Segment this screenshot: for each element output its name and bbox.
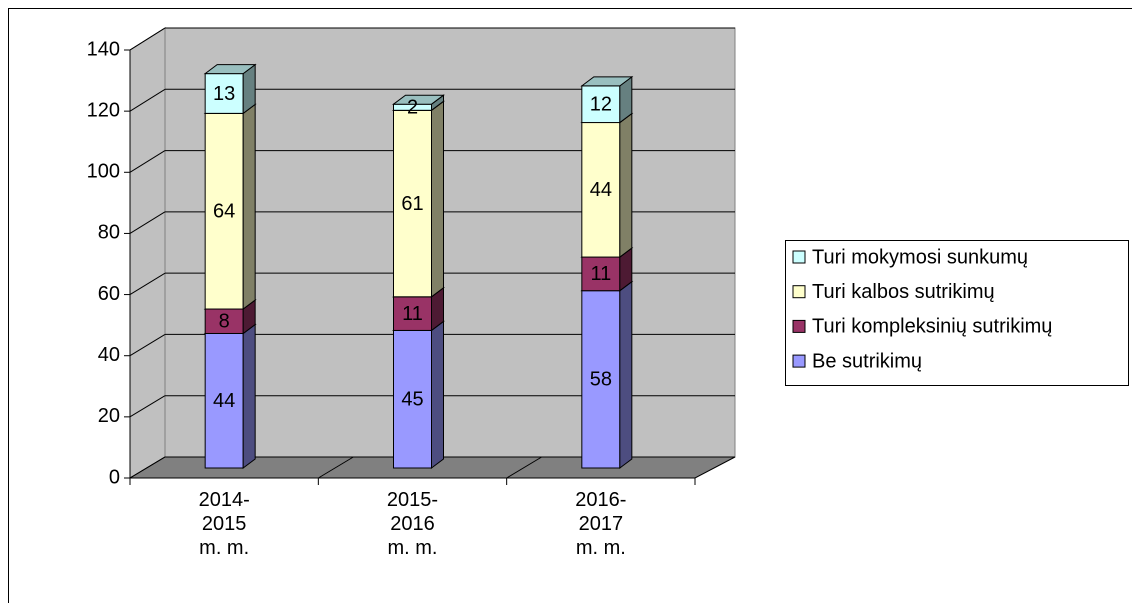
y-tick-label: 40 bbox=[98, 344, 120, 366]
legend-label: Turi kalbos sutrikimų bbox=[812, 281, 995, 303]
y-tick-label: 0 bbox=[109, 466, 120, 488]
bar bbox=[581, 122, 621, 258]
grid-line bbox=[129, 88, 166, 112]
frame bbox=[8, 8, 1132, 603]
bar-top bbox=[203, 64, 257, 75]
value-label: 58 bbox=[590, 369, 612, 391]
grid-line bbox=[129, 272, 166, 295]
y-tick-label: 80 bbox=[98, 222, 120, 244]
x-tick bbox=[129, 456, 166, 479]
value-label: 13 bbox=[213, 83, 235, 105]
x-tick bbox=[318, 456, 354, 479]
bar bbox=[581, 290, 621, 469]
value-label: 11 bbox=[402, 303, 423, 325]
bar-side bbox=[431, 100, 444, 298]
bar bbox=[393, 329, 432, 469]
bar-top bbox=[580, 76, 634, 87]
value-label: 61 bbox=[401, 193, 423, 215]
value-label: 44 bbox=[590, 179, 612, 201]
bar-side bbox=[431, 320, 444, 469]
grid-line bbox=[129, 150, 166, 173]
back-wall bbox=[164, 27, 736, 458]
legend-label: Turi mokymosi sunkumų bbox=[812, 246, 1028, 268]
y-tick-label: 20 bbox=[98, 405, 120, 427]
legend-swatch bbox=[792, 250, 806, 264]
value-label: 2 bbox=[407, 97, 418, 119]
bar bbox=[393, 296, 432, 331]
legend-label: Turi kompleksinių sutrikimų bbox=[812, 316, 1052, 338]
value-label: 12 bbox=[590, 93, 612, 115]
legend-label: Be sutrikimų bbox=[812, 350, 922, 372]
value-label: 8 bbox=[219, 311, 230, 333]
bar bbox=[581, 256, 621, 292]
y-tick-label: 140 bbox=[87, 38, 120, 60]
side-wall bbox=[129, 27, 166, 479]
value-label: 45 bbox=[401, 388, 423, 410]
x-tick-label: 2015-2016 m. m. bbox=[386, 489, 439, 559]
bar-side bbox=[242, 103, 256, 311]
legend bbox=[785, 240, 1129, 386]
legend-swatch bbox=[792, 319, 806, 333]
bar bbox=[393, 109, 432, 298]
y-tick-label: 100 bbox=[87, 161, 120, 183]
bar-side bbox=[619, 280, 633, 469]
bar bbox=[204, 112, 244, 310]
bar-top bbox=[392, 94, 445, 105]
value-label: 44 bbox=[213, 390, 235, 412]
bar-side bbox=[242, 323, 256, 469]
x-tick-label: 2014-2015 m. m. bbox=[198, 489, 250, 559]
legend-swatch bbox=[792, 285, 806, 299]
y-tick-label: 60 bbox=[98, 283, 120, 305]
grid-line bbox=[129, 211, 166, 234]
x-tick-label: 2016-2017 m. m. bbox=[575, 489, 627, 559]
legend-swatch bbox=[792, 354, 806, 368]
bar-side bbox=[619, 112, 633, 259]
value-label: 64 bbox=[213, 200, 235, 222]
grid-line bbox=[129, 27, 166, 51]
value-label: 11 bbox=[590, 263, 611, 285]
grid-line bbox=[129, 334, 166, 357]
x-tick bbox=[506, 456, 542, 479]
grid-line bbox=[129, 395, 166, 418]
y-tick-label: 120 bbox=[87, 99, 120, 121]
